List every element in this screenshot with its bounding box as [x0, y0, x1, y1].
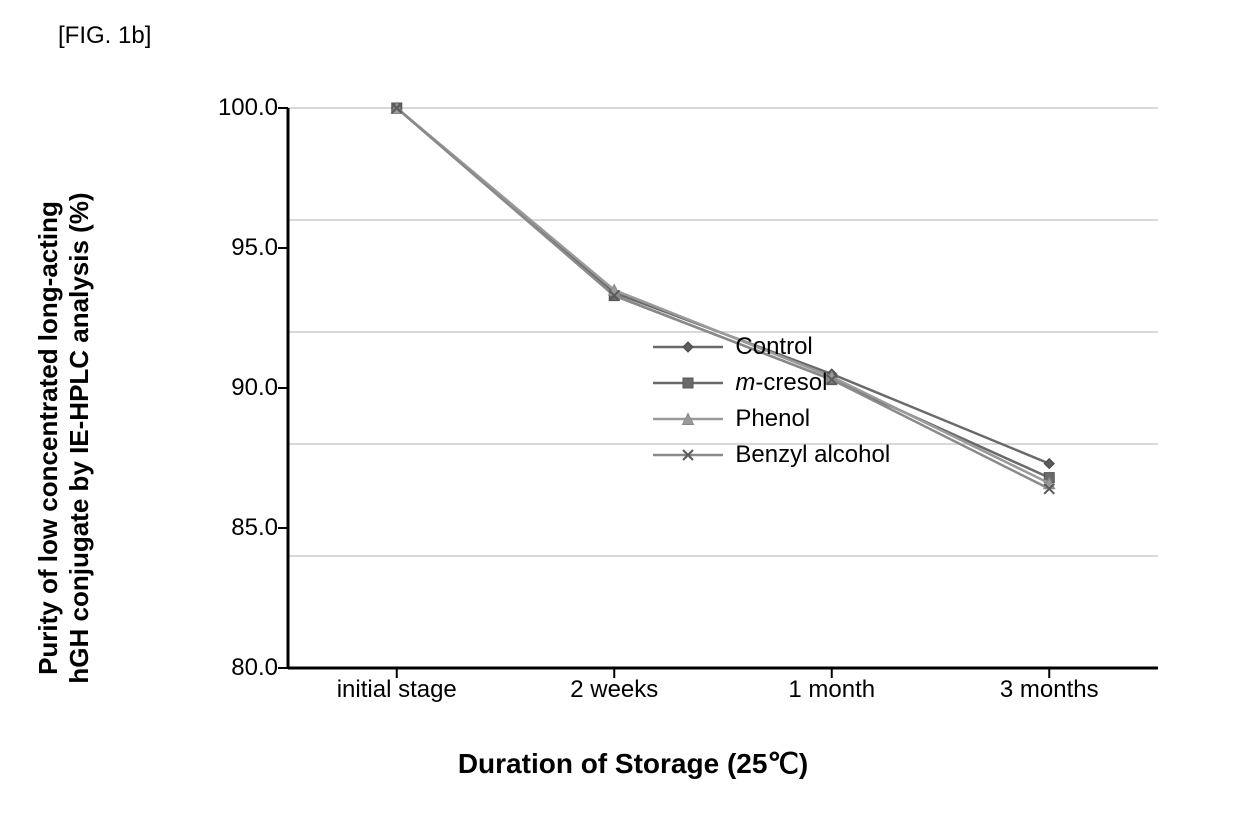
legend-label: Control	[735, 333, 812, 361]
plot-area: 80.085.090.095.0100.0initial stage2 week…	[288, 108, 1158, 668]
marker-square	[683, 378, 693, 388]
y-tick-label: 85.0	[231, 514, 288, 542]
x-axis-label: Duration of Storage (25℃)	[458, 747, 808, 780]
legend-item: m-cresol	[653, 368, 890, 398]
chart-container: Purity of low concentrated long-acting h…	[88, 108, 1178, 768]
y-tick-label: 95.0	[231, 234, 288, 262]
y-tick-label: 90.0	[231, 374, 288, 402]
legend-swatch	[653, 409, 723, 429]
y-axis-label: Purity of low concentrated long-acting h…	[33, 192, 95, 683]
legend-label: Phenol	[735, 405, 810, 433]
figure-label: [FIG. 1b]	[58, 22, 151, 50]
legend-swatch	[653, 445, 723, 465]
y-axis-label-line1: Purity of low concentrated long-acting	[33, 201, 63, 675]
legend-swatch	[653, 373, 723, 393]
legend-label: Benzyl alcohol	[735, 441, 890, 469]
marker-diamond	[683, 342, 693, 352]
y-tick-label: 100.0	[218, 94, 288, 122]
legend-label: m-cresol	[735, 369, 827, 397]
legend-item: Benzyl alcohol	[653, 440, 890, 470]
legend-item: Control	[653, 332, 890, 362]
x-tick-label: 2 weeks	[570, 668, 658, 704]
x-tick-label: 3 months	[1000, 668, 1099, 704]
y-tick-label: 80.0	[231, 654, 288, 682]
x-tick-label: initial stage	[337, 668, 457, 704]
x-tick-label: 1 month	[788, 668, 875, 704]
legend-swatch	[653, 337, 723, 357]
legend-item: Phenol	[653, 404, 890, 434]
y-axis-label-line2: hGH conjugate by IE-HPLC analysis (%)	[64, 192, 94, 683]
legend: Control m-cresol Phenol Benzyl alcohol	[653, 332, 890, 476]
marker-diamond	[1044, 459, 1054, 469]
